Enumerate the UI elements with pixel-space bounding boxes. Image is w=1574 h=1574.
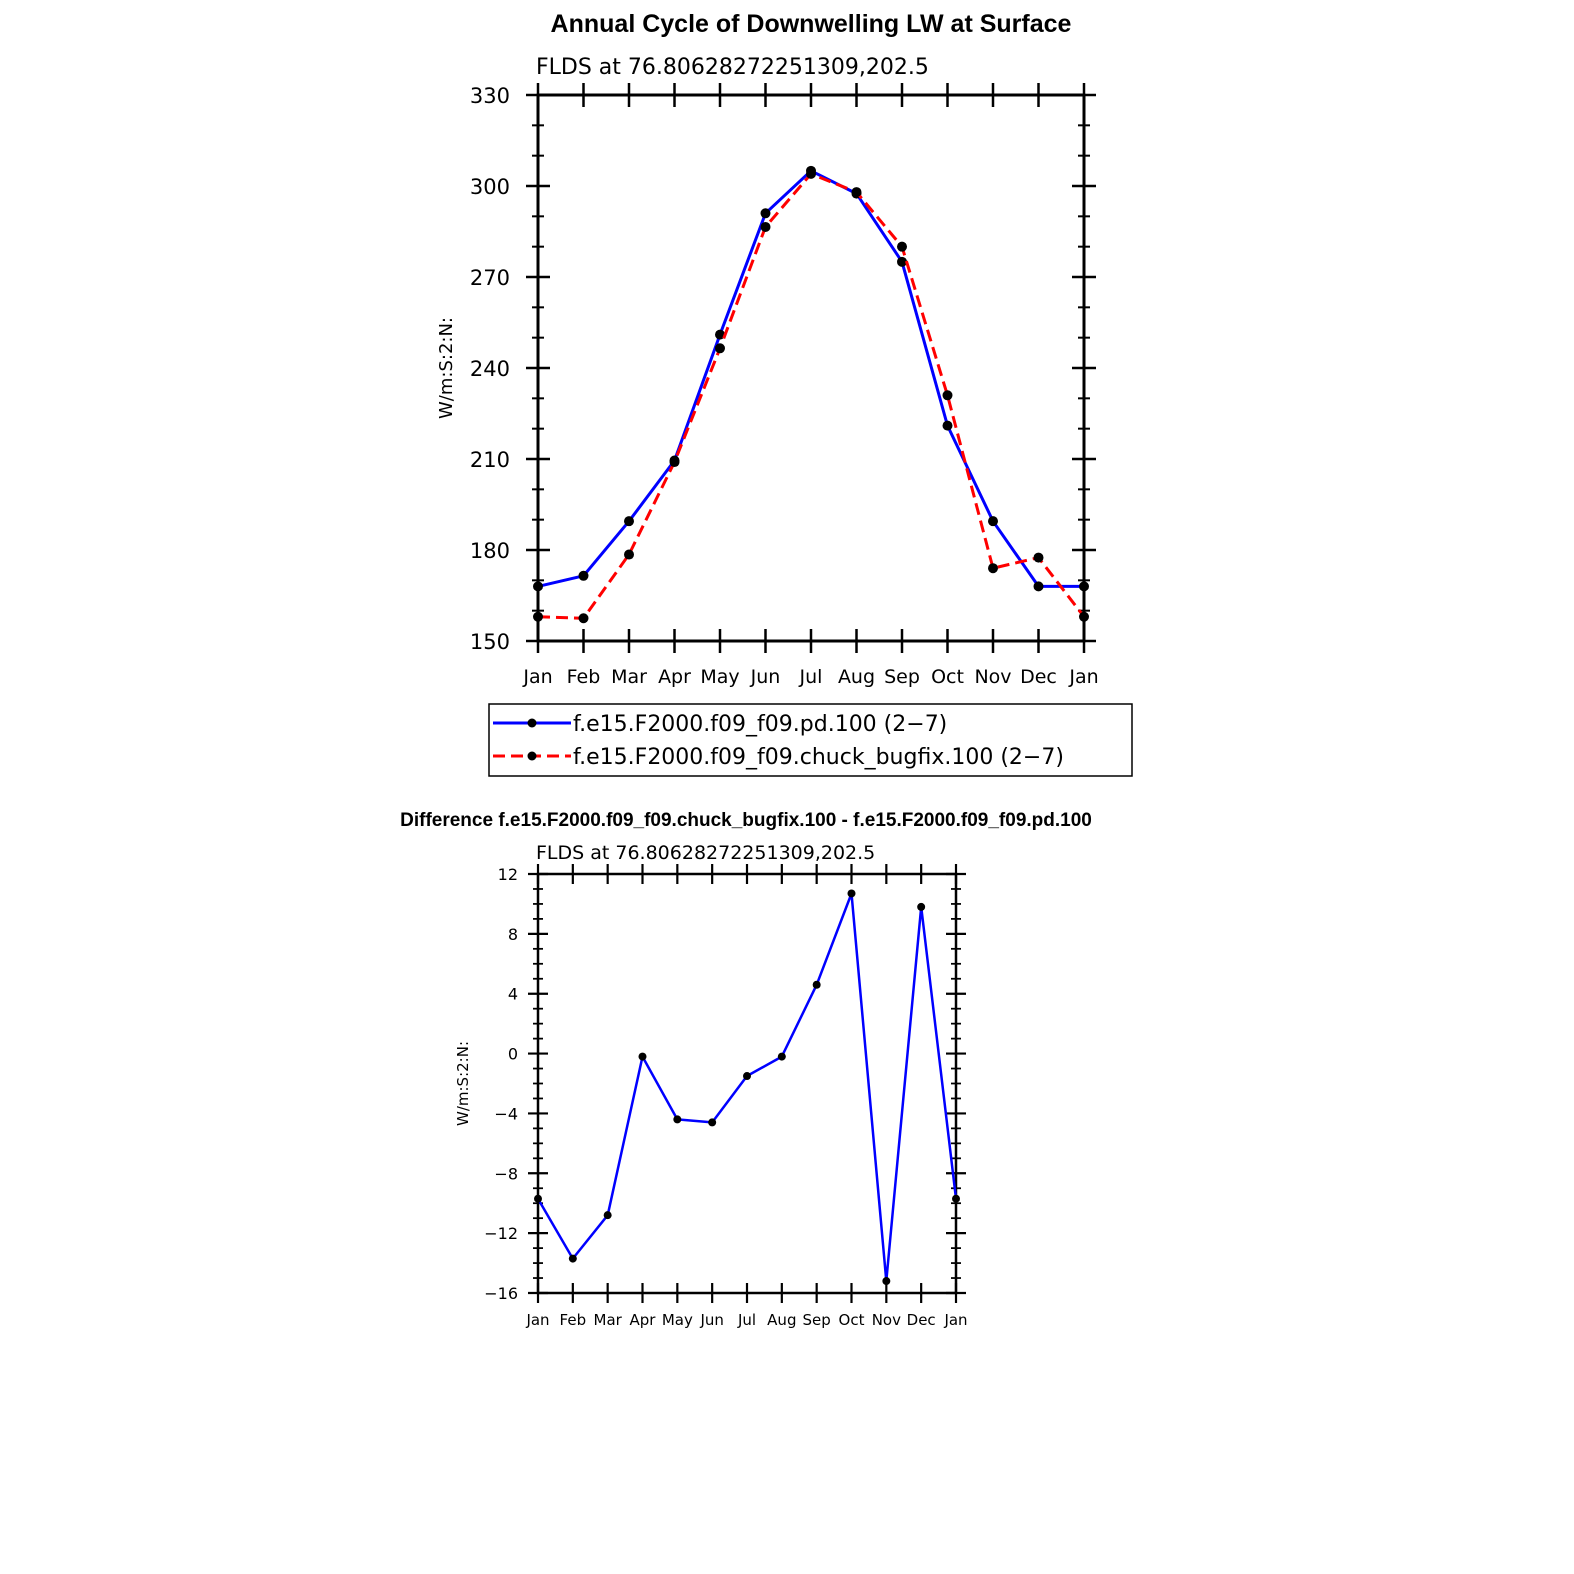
x-tick-label: Jul [737, 1311, 756, 1329]
x-tick-label: Dec [1020, 666, 1057, 688]
series-1-point [1079, 611, 1089, 622]
x-tick-label: Nov [974, 666, 1011, 688]
x-tick-label: Apr [658, 666, 691, 688]
legend-entry-1: f.e15.F2000.f09_f09.chuck_bugfix.100 (2−… [573, 745, 1064, 770]
x-tick-label: Aug [838, 666, 875, 688]
chart-subtitle: FLDS at 76.80628272251309,202.5 [536, 55, 929, 80]
series-0-point [624, 516, 634, 527]
y-tick-label: −8 [494, 1164, 518, 1183]
legend-box [488, 703, 1133, 777]
legend-entry-0: f.e15.F2000.f09_f09.pd.100 (2−7) [573, 712, 947, 737]
y-tick-label: −4 [494, 1104, 518, 1123]
series-0-point [715, 329, 725, 340]
y-tick-label: 180 [470, 539, 510, 563]
series-1-point [533, 611, 543, 622]
chart-subtitle: FLDS at 76.80628272251309,202.5 [536, 842, 875, 864]
series-0-point [638, 1052, 647, 1061]
x-tick-label: May [700, 666, 739, 688]
x-tick-label: Jan [943, 1311, 967, 1329]
x-tick-label: Nov [872, 1311, 901, 1329]
x-tick-label: Jan [522, 666, 552, 688]
y-tick-label: 210 [470, 448, 510, 472]
x-tick-label: Mar [611, 666, 647, 688]
y-tick-label: 300 [470, 175, 510, 199]
series-1-point [715, 343, 725, 354]
y-tick-label: 150 [470, 630, 510, 654]
series-0-point [882, 1277, 891, 1286]
y-tick-label: 270 [470, 266, 510, 290]
x-tick-label: Jan [1068, 666, 1098, 688]
y-axis-label: W/m:S:2:N: [436, 317, 457, 419]
legend-marker-0 [527, 718, 537, 728]
series-0-point [743, 1072, 751, 1081]
x-tick-label: Feb [560, 1311, 587, 1329]
x-tick-label: Oct [839, 1311, 865, 1329]
x-tick-label: Sep [803, 1311, 831, 1329]
series-1-point [669, 457, 680, 468]
series-0-point [952, 1194, 960, 1203]
series-0-point [568, 1254, 577, 1263]
y-tick-label: 330 [470, 84, 510, 108]
series-0-point [760, 208, 771, 219]
y-tick-label: 8 [508, 925, 518, 944]
series-1-point [806, 168, 816, 179]
series-0-point [777, 1052, 786, 1061]
series-0-point [534, 1194, 542, 1203]
difference-chart: Difference f.e15.F2000.f09_f09.chuck_bug… [400, 810, 1092, 1329]
x-tick-label: May [662, 1311, 693, 1329]
y-tick-label: −12 [484, 1224, 518, 1243]
series-line-0 [537, 169, 1084, 588]
series-1-point [988, 563, 998, 574]
y-tick-label: 4 [508, 985, 518, 1004]
annual-cycle-chart: Annual Cycle of Downwelling LW at Surfac… [436, 10, 1133, 777]
legend-marker-1 [527, 751, 537, 761]
series-1-point [578, 613, 589, 624]
series-0-point [533, 581, 543, 592]
series-1-point [851, 187, 862, 198]
series-line-1 [537, 172, 1086, 620]
x-tick-label: Sep [884, 666, 920, 688]
y-tick-label: −16 [484, 1284, 518, 1303]
series-1-point [942, 390, 953, 401]
x-tick-label: Oct [931, 666, 964, 688]
y-tick-label: 240 [470, 357, 510, 381]
x-tick-label: Apr [630, 1311, 657, 1329]
plot-frame [536, 872, 958, 1295]
series-0-point [917, 902, 926, 911]
chart-title: Annual Cycle of Downwelling LW at Surfac… [551, 10, 1072, 38]
chart-title: Difference f.e15.F2000.f09_f09.chuck_bug… [400, 810, 1092, 831]
series-1-point [1033, 552, 1044, 563]
series-1-point [624, 549, 634, 560]
x-tick-label: Jul [799, 666, 823, 688]
x-tick-label: Aug [767, 1311, 796, 1329]
y-tick-label: 0 [508, 1045, 518, 1064]
x-tick-label: Jun [750, 666, 781, 688]
series-0-point [603, 1211, 612, 1220]
series-line-0 [536, 892, 958, 1283]
series-0-point [942, 420, 953, 431]
x-tick-label: Feb [567, 666, 601, 688]
series-0-point [578, 570, 589, 581]
series-0-point [847, 889, 856, 898]
series-0-point [988, 516, 998, 527]
x-tick-label: Jun [699, 1311, 723, 1329]
series-1-point [897, 241, 907, 252]
series-0-point [708, 1118, 717, 1127]
series-0-point [812, 980, 821, 989]
y-tick-label: 12 [498, 865, 518, 884]
x-tick-label: Jan [525, 1311, 549, 1329]
y-axis-label: W/m:S:2:N: [454, 1041, 472, 1126]
series-0-point [1033, 581, 1044, 592]
series-0-point [1079, 581, 1089, 592]
x-tick-label: Mar [594, 1311, 623, 1329]
series-0-point [673, 1115, 682, 1124]
series-0-point [897, 256, 907, 267]
series-1-point [760, 221, 771, 232]
x-tick-label: Dec [907, 1311, 936, 1329]
